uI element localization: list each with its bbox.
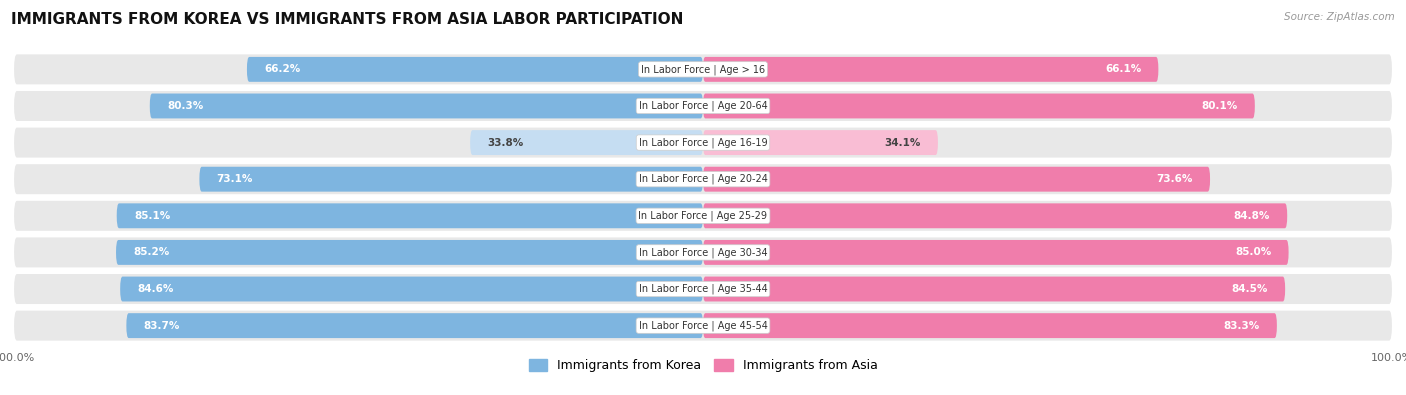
Text: Source: ZipAtlas.com: Source: ZipAtlas.com — [1284, 12, 1395, 22]
FancyBboxPatch shape — [14, 55, 1392, 85]
Text: In Labor Force | Age 25-29: In Labor Force | Age 25-29 — [638, 211, 768, 221]
FancyBboxPatch shape — [703, 94, 1254, 118]
Text: In Labor Force | Age 20-64: In Labor Force | Age 20-64 — [638, 101, 768, 111]
FancyBboxPatch shape — [117, 203, 703, 228]
FancyBboxPatch shape — [703, 57, 1159, 82]
FancyBboxPatch shape — [14, 91, 1392, 121]
Text: In Labor Force | Age 30-34: In Labor Force | Age 30-34 — [638, 247, 768, 258]
FancyBboxPatch shape — [127, 313, 703, 338]
Text: 84.6%: 84.6% — [138, 284, 174, 294]
FancyBboxPatch shape — [14, 128, 1392, 158]
FancyBboxPatch shape — [117, 240, 703, 265]
Text: 80.3%: 80.3% — [167, 101, 204, 111]
Text: In Labor Force | Age 35-44: In Labor Force | Age 35-44 — [638, 284, 768, 294]
FancyBboxPatch shape — [703, 203, 1288, 228]
Text: 85.1%: 85.1% — [134, 211, 170, 221]
FancyBboxPatch shape — [14, 201, 1392, 231]
Text: 85.0%: 85.0% — [1234, 247, 1271, 258]
FancyBboxPatch shape — [703, 276, 1285, 301]
FancyBboxPatch shape — [703, 313, 1277, 338]
Text: IMMIGRANTS FROM KOREA VS IMMIGRANTS FROM ASIA LABOR PARTICIPATION: IMMIGRANTS FROM KOREA VS IMMIGRANTS FROM… — [11, 12, 683, 27]
Text: 85.2%: 85.2% — [134, 247, 170, 258]
Text: 73.1%: 73.1% — [217, 174, 253, 184]
Text: 34.1%: 34.1% — [884, 137, 921, 148]
Text: In Labor Force | Age 20-24: In Labor Force | Age 20-24 — [638, 174, 768, 184]
Text: In Labor Force | Age 45-54: In Labor Force | Age 45-54 — [638, 320, 768, 331]
Text: 73.6%: 73.6% — [1157, 174, 1192, 184]
FancyBboxPatch shape — [14, 164, 1392, 194]
FancyBboxPatch shape — [247, 57, 703, 82]
FancyBboxPatch shape — [470, 130, 703, 155]
Text: In Labor Force | Age 16-19: In Labor Force | Age 16-19 — [638, 137, 768, 148]
Text: 83.3%: 83.3% — [1223, 321, 1260, 331]
FancyBboxPatch shape — [14, 237, 1392, 267]
Legend: Immigrants from Korea, Immigrants from Asia: Immigrants from Korea, Immigrants from A… — [523, 354, 883, 377]
FancyBboxPatch shape — [120, 276, 703, 301]
FancyBboxPatch shape — [14, 310, 1392, 340]
FancyBboxPatch shape — [150, 94, 703, 118]
Text: 84.8%: 84.8% — [1233, 211, 1270, 221]
Text: 33.8%: 33.8% — [488, 137, 523, 148]
Text: 83.7%: 83.7% — [143, 321, 180, 331]
FancyBboxPatch shape — [703, 240, 1289, 265]
Text: 66.2%: 66.2% — [264, 64, 301, 74]
FancyBboxPatch shape — [14, 274, 1392, 304]
Text: 66.1%: 66.1% — [1105, 64, 1142, 74]
Text: 84.5%: 84.5% — [1232, 284, 1268, 294]
Text: In Labor Force | Age > 16: In Labor Force | Age > 16 — [641, 64, 765, 75]
FancyBboxPatch shape — [703, 167, 1211, 192]
FancyBboxPatch shape — [200, 167, 703, 192]
Text: 80.1%: 80.1% — [1201, 101, 1237, 111]
FancyBboxPatch shape — [703, 130, 938, 155]
